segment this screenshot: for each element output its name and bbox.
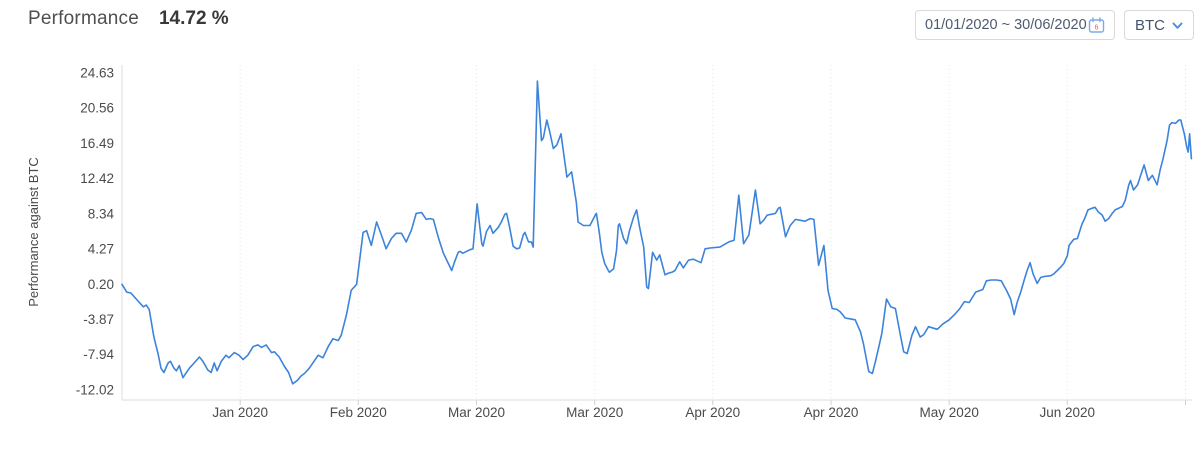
asset-select[interactable]: BTC — [1124, 10, 1194, 40]
x-tick-label: Mar 2020 — [448, 405, 505, 420]
x-tick-label: Jan 2020 — [212, 405, 268, 420]
y-axis-title: Performance against BTC — [26, 157, 41, 307]
y-tick-label: 12.42 — [80, 171, 114, 186]
y-tick-label: -7.94 — [83, 347, 114, 362]
date-range-picker[interactable]: 01/01/2020 ~ 30/06/2020 6 — [915, 10, 1115, 40]
y-tick-label: 4.27 — [88, 242, 114, 257]
x-tick-label: Apr 2020 — [804, 405, 859, 420]
date-range-value: 01/01/2020 ~ 30/06/2020 — [925, 17, 1087, 33]
y-tick-label: -3.87 — [83, 312, 114, 327]
x-tick-label: Apr 2020 — [685, 405, 740, 420]
y-tick-label: 8.34 — [88, 206, 115, 221]
page-title: Performance — [28, 8, 139, 29]
chart-header: Performance 14.72 % — [28, 8, 229, 30]
performance-value: 14.72 % — [158, 8, 229, 29]
x-tick-label: May 2020 — [920, 405, 979, 420]
x-tick-label: Feb 2020 — [330, 405, 387, 420]
y-tick-label: 0.20 — [88, 277, 114, 292]
chart-controls: 01/01/2020 ~ 30/06/2020 6 BTC — [915, 10, 1194, 40]
x-tick-label: Mar 2020 — [566, 405, 623, 420]
performance-line — [121, 80, 1193, 385]
y-tick-label: -12.02 — [76, 383, 114, 398]
calendar-icon[interactable]: 6 — [1088, 16, 1105, 34]
asset-select-value: BTC — [1135, 16, 1165, 34]
svg-text:6: 6 — [1095, 24, 1099, 31]
chevron-down-icon — [1172, 22, 1183, 30]
x-tick-label: Jun 2020 — [1040, 405, 1096, 420]
y-tick-label: 20.56 — [80, 101, 114, 116]
y-tick-label: 24.63 — [80, 66, 114, 81]
y-tick-label: 16.49 — [80, 136, 114, 151]
